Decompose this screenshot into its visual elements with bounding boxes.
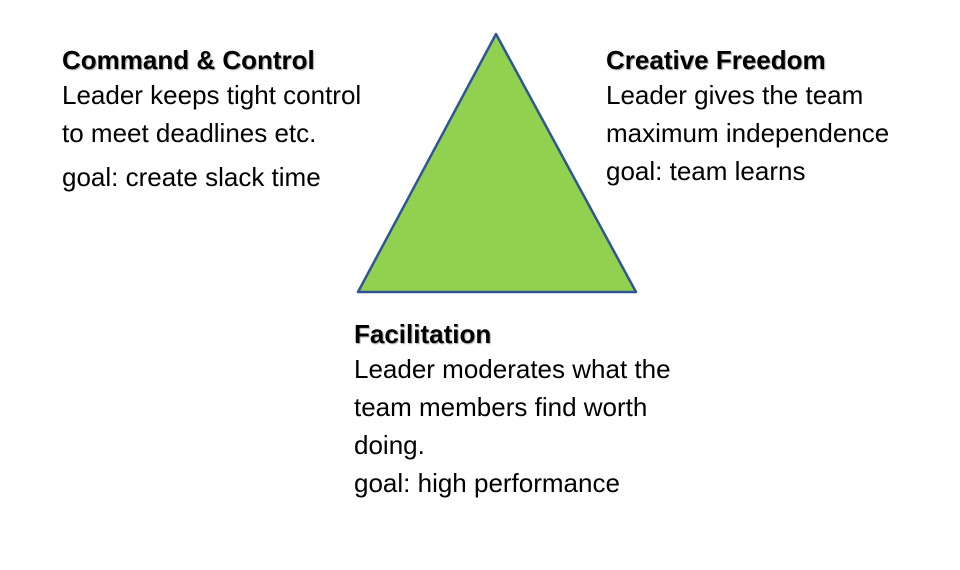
command-and-control-block: Command & Control Leader keeps tight con… [62, 44, 361, 196]
creative-freedom-title: Creative Freedom [606, 45, 826, 75]
command-and-control-title: Command & Control [62, 45, 315, 75]
creative-freedom-description-line-2: maximum independence [606, 118, 890, 148]
creative-freedom-goal: goal: team learns [606, 156, 806, 186]
command-and-control-description-line-1: Leader keeps tight control [62, 80, 362, 110]
facilitation-description-line-2: team members find worth [354, 392, 648, 422]
triangle-shape [356, 32, 638, 294]
facilitation-description-line-3: doing. [354, 430, 425, 460]
creative-freedom-block: Creative Freedom Leader gives the team m… [606, 44, 889, 190]
facilitation-block: Facilitation Leader moderates what the t… [354, 318, 671, 502]
command-and-control-goal: goal: create slack time [62, 162, 321, 192]
creative-freedom-description-line-1: Leader gives the team [606, 80, 864, 110]
facilitation-goal: goal: high performance [354, 468, 620, 498]
facilitation-title: Facilitation [354, 319, 492, 349]
facilitation-description-line-1: Leader moderates what the [354, 354, 671, 384]
command-and-control-description-line-2: to meet deadlines etc. [62, 118, 317, 148]
